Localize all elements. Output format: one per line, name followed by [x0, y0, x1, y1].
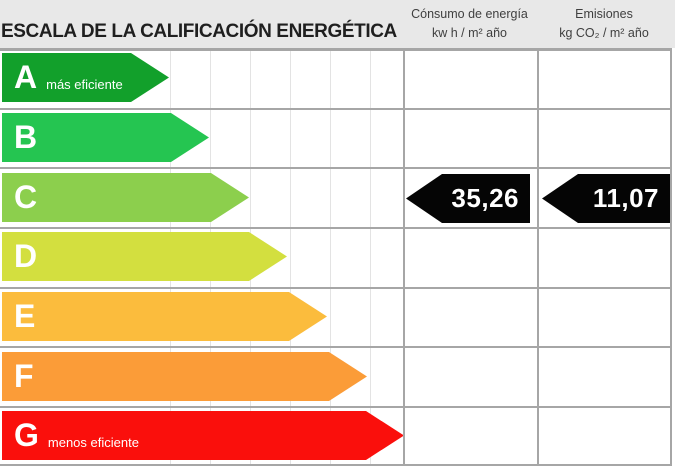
gridline-header-bottom: [0, 48, 672, 51]
rating-letter-a: A: [14, 59, 38, 95]
rating-letter-e: E: [14, 298, 36, 334]
rating-note-a: más eficiente: [46, 76, 123, 92]
gridline-row: [0, 406, 672, 408]
column-header-consumption: Cónsumo de energía kw h / m² año: [403, 5, 536, 43]
gridline-row: [0, 108, 672, 110]
faint-gridline: [370, 50, 371, 464]
consumption-header-line2: kw h / m² año: [431, 26, 508, 40]
column-border-left: [403, 48, 405, 466]
consumption-value: 35,26: [451, 183, 519, 213]
rating-bar-e: E: [2, 292, 327, 341]
emissions-header-line2: kg CO₂ / m² año: [559, 26, 649, 40]
gridline-row: [0, 227, 672, 229]
gridline-bottom: [0, 464, 672, 466]
consumption-value-arrow: 35,26: [406, 174, 530, 223]
column-header-emissions: Emisiones kg CO₂ / m² año: [537, 5, 671, 43]
header-band: ESCALA DE LA CALIFICACIÓN ENERGÉTICA Cón…: [0, 0, 675, 48]
gridline-row: [0, 287, 672, 289]
rating-letter-g: G: [14, 417, 39, 453]
rating-bar-g: G menos eficiente: [2, 411, 404, 460]
rating-letter-d: D: [14, 238, 38, 274]
rating-bar-a: A más eficiente: [2, 53, 169, 102]
page-title: ESCALA DE LA CALIFICACIÓN ENERGÉTICA: [1, 21, 397, 42]
gridline-row: [0, 167, 672, 169]
rating-bar-d: D: [2, 232, 287, 281]
rating-letter-c: C: [14, 179, 38, 215]
emissions-value-arrow: 11,07: [542, 174, 670, 223]
column-border-right: [670, 48, 672, 466]
emissions-header-line1: Emisiones: [575, 7, 633, 21]
faint-gridline: [290, 50, 291, 464]
consumption-header-line1: Cónsumo de energía: [411, 7, 528, 21]
emissions-value: 11,07: [592, 183, 659, 213]
rating-letter-f: F: [14, 358, 34, 394]
gridline-row: [0, 346, 672, 348]
column-border-middle: [537, 48, 539, 466]
faint-gridline: [330, 50, 331, 464]
rating-bar-b: B: [2, 113, 209, 162]
rating-note-g: menos eficiente: [47, 434, 139, 450]
rating-bar-c: C: [2, 173, 249, 222]
rating-bar-f: F: [2, 352, 367, 401]
rating-letter-b: B: [14, 119, 38, 155]
